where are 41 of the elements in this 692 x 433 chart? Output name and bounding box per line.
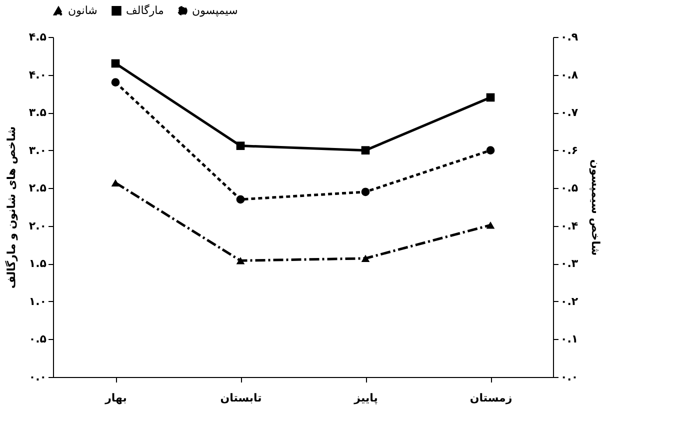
y2-tick-label: ۰.۴ bbox=[560, 219, 578, 232]
y2-tick-label: ۰.۱ bbox=[560, 332, 578, 346]
point bbox=[486, 146, 495, 155]
x-tick-label: زمستان bbox=[470, 392, 512, 404]
point bbox=[361, 188, 370, 196]
y2-tick-label: ۰.۷ bbox=[560, 106, 578, 120]
legend-label: سیمپسون bbox=[192, 4, 238, 17]
point bbox=[486, 222, 495, 229]
x-tick-label: پاییز bbox=[353, 392, 378, 404]
y-tick-label: ۴.۵ bbox=[28, 30, 47, 44]
y-tick-label: ۰.۵ bbox=[28, 332, 47, 346]
y-tick-label: ۱.۰ bbox=[28, 294, 46, 308]
point bbox=[361, 146, 370, 155]
y-tick-label: ۲.۰ bbox=[28, 219, 46, 232]
y-tick-label: ۲.۵ bbox=[28, 182, 47, 195]
y-tick-label: ۱.۵ bbox=[28, 257, 47, 270]
point bbox=[111, 78, 120, 87]
y2-tick-label: ۰.۹ bbox=[560, 30, 578, 44]
y2-tick-label: ۰.۲ bbox=[560, 294, 578, 308]
legend-label: شانون bbox=[68, 4, 98, 18]
y-tick-label: ۳.۵ bbox=[28, 106, 47, 120]
y-tick-label: ۳.۰ bbox=[28, 144, 46, 157]
x-tick-label: تابستان bbox=[220, 392, 262, 404]
y-tick-label: ۴.۰ bbox=[28, 68, 46, 82]
y-axis-title: شاخص های شانون و مارگالف bbox=[4, 126, 18, 289]
y2-axis-title: شاخص سیمپسون bbox=[589, 159, 602, 256]
y2-tick-label: ۰.۸ bbox=[560, 68, 578, 82]
point bbox=[236, 195, 245, 204]
point bbox=[236, 142, 245, 150]
y-tick-label: ۰.۰ bbox=[28, 370, 46, 384]
legend-label: مارگالف bbox=[126, 4, 164, 17]
point bbox=[361, 254, 370, 262]
y2-tick-label: ۰.۳ bbox=[560, 257, 578, 270]
point bbox=[486, 93, 495, 102]
x-tick-label: بهار bbox=[104, 392, 127, 404]
y2-tick-label: ۰.۰ bbox=[560, 370, 578, 384]
point bbox=[111, 179, 120, 186]
point bbox=[236, 257, 245, 264]
y2-tick-label: ۰.۵ bbox=[560, 182, 578, 195]
point bbox=[111, 59, 120, 68]
y2-tick-label: ۰.۶ bbox=[560, 144, 578, 157]
